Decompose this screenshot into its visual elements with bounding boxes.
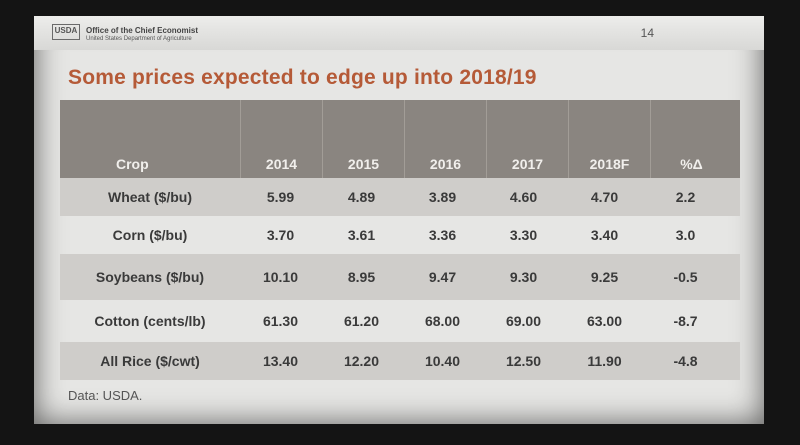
- value-cell: 3.0: [675, 227, 696, 243]
- crop-cell: Wheat ($/bu): [108, 189, 192, 205]
- value-cell: 4.60: [509, 189, 538, 205]
- value-cell: -0.5: [673, 269, 698, 285]
- value-cell: 61.20: [343, 313, 380, 329]
- value-cell: 69.00: [505, 313, 542, 329]
- value-cell: 12.20: [343, 353, 380, 369]
- column-header: 2017: [487, 100, 569, 178]
- table-row: Corn ($/bu) 3.70 3.61 3.36 3.30 3.40 3.0: [60, 216, 740, 254]
- column-header: 2014: [241, 100, 323, 178]
- column-header: 2015: [323, 100, 405, 178]
- value-cell: 68.00: [424, 313, 461, 329]
- usda-logo: USDA: [52, 24, 80, 40]
- value-cell: 11.90: [587, 353, 622, 369]
- value-cell: 9.25: [590, 269, 619, 285]
- office-name: Office of the Chief Economist: [86, 26, 199, 35]
- table-row: All Rice ($/cwt) 13.40 12.20 10.40 12.50…: [60, 342, 740, 380]
- price-table: Crop 2014 2015 2016 2017 2018F %Δ Wheat …: [60, 100, 740, 380]
- department-name: United States Department of Agriculture: [86, 36, 192, 42]
- crop-cell: Cotton (cents/lb): [94, 313, 206, 329]
- projection-screen: USDA Office of the Chief Economist Unite…: [34, 16, 764, 424]
- value-cell: 9.47: [428, 269, 457, 285]
- value-cell: 3.70: [266, 227, 295, 243]
- value-cell: 10.10: [262, 269, 299, 285]
- crop-cell: Corn ($/bu): [112, 227, 188, 243]
- value-cell: 3.40: [590, 227, 619, 243]
- table-row: Wheat ($/bu) 5.99 4.89 3.89 4.60 4.70 2.…: [60, 178, 740, 216]
- crop-cell: Soybeans ($/bu): [95, 269, 205, 285]
- table-row: Soybeans ($/bu) 10.10 8.95 9.47 9.30 9.2…: [60, 254, 740, 300]
- value-cell: 63.00: [586, 313, 623, 329]
- column-header: 2018F: [569, 100, 651, 178]
- column-header: 2016: [405, 100, 487, 178]
- slide-header: USDA Office of the Chief Economist Unite…: [34, 16, 764, 50]
- value-cell: 10.40: [424, 353, 461, 369]
- value-cell: -8.7: [673, 313, 698, 329]
- value-cell: -4.8: [673, 353, 698, 369]
- value-cell: 4.89: [347, 189, 376, 205]
- crop-cell: All Rice ($/cwt): [100, 353, 200, 369]
- column-header: Crop: [60, 100, 241, 178]
- value-cell: 2.2: [675, 189, 696, 205]
- value-cell: 13.40: [262, 353, 299, 369]
- table-header-row: Crop 2014 2015 2016 2017 2018F %Δ: [60, 100, 740, 178]
- value-cell: 4.70: [590, 189, 619, 205]
- value-cell: 3.89: [428, 189, 457, 205]
- column-header: %Δ: [680, 156, 703, 172]
- value-cell: 3.61: [347, 227, 376, 243]
- slide-title: Some prices expected to edge up into 201…: [68, 66, 537, 89]
- slide-number: 14: [640, 26, 654, 40]
- table-row: Cotton (cents/lb) 61.30 61.20 68.00 69.0…: [60, 300, 740, 342]
- value-cell: 5.99: [266, 189, 295, 205]
- data-source-note: Data: USDA.: [68, 388, 143, 403]
- value-cell: 9.30: [509, 269, 538, 285]
- value-cell: 12.50: [505, 353, 542, 369]
- value-cell: 61.30: [262, 313, 299, 329]
- value-cell: 8.95: [347, 269, 376, 285]
- value-cell: 3.30: [509, 227, 538, 243]
- value-cell: 3.36: [428, 227, 457, 243]
